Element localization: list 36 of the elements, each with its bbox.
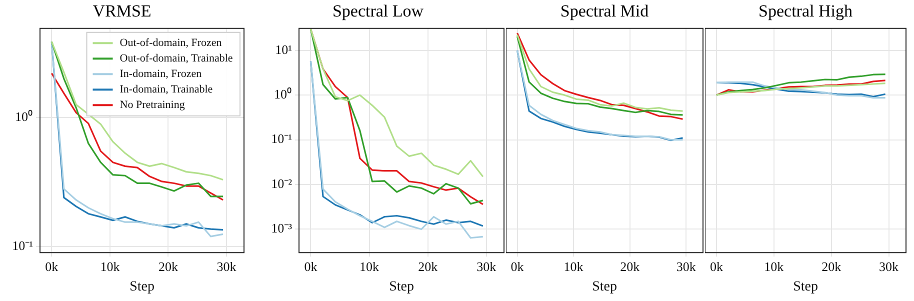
x-axis-title: Step — [389, 279, 414, 294]
x-axis-title: Step — [592, 279, 617, 294]
x-tick-label: 10k — [564, 258, 584, 274]
legend-label: No Pretraining — [120, 99, 186, 112]
y-tick-label: 10⁻² — [271, 176, 292, 191]
legend-label: Out-of-domain, Frozen — [120, 37, 222, 50]
y-tick-label: 10⁰ — [15, 108, 33, 124]
chart-title: Spectral High — [758, 2, 853, 21]
x-axis-title: Step — [793, 279, 818, 294]
y-tick-label: 10⁻¹ — [271, 131, 292, 146]
x-tick-label: 30k — [216, 258, 237, 274]
y-tick-label: 10⁻³ — [271, 220, 292, 236]
y-tick-label: 10¹ — [275, 42, 292, 57]
x-tick-label: 0k — [510, 258, 524, 274]
chart-title: VRMSE — [92, 2, 152, 21]
x-tick-label: 10k — [360, 258, 380, 274]
x-tick-label: 30k — [879, 258, 900, 274]
legend-label: In-domain, Trainable — [120, 84, 213, 96]
x-tick-label: 20k — [822, 258, 842, 274]
x-axis-title: Step — [130, 279, 154, 294]
x-tick-label: 10k — [100, 258, 120, 274]
x-tick-label: 30k — [676, 258, 696, 274]
x-tick-label: 20k — [418, 258, 438, 274]
x-tick-label: 0k — [45, 258, 59, 274]
chart-title: Spectral Mid — [560, 2, 650, 21]
chart-title: Spectral Low — [332, 2, 424, 21]
x-tick-label: 20k — [620, 258, 640, 274]
x-tick-label: 10k — [764, 258, 784, 274]
legend-label: Out-of-domain, Trainable — [120, 52, 233, 65]
x-tick-label: 0k — [304, 258, 318, 274]
legend-label: In-domain, Frozen — [120, 68, 202, 80]
x-tick-label: 0k — [710, 258, 724, 274]
y-tick-label: 10⁻¹ — [12, 238, 34, 254]
x-tick-label: 20k — [158, 258, 178, 274]
x-tick-label: 30k — [476, 258, 497, 274]
y-tick-label: 10⁰ — [274, 86, 292, 102]
